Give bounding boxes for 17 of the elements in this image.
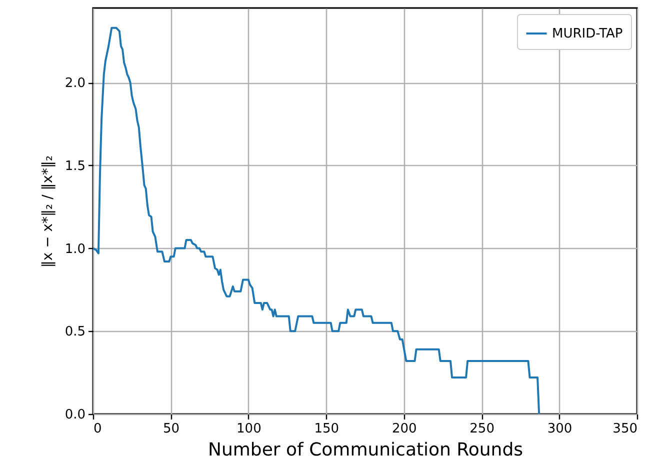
x-tick-label: 300	[547, 422, 572, 436]
x-tick-label: 250	[470, 422, 494, 436]
y-axis-title: ‖x − x*‖₂ / ‖x*‖₂	[40, 155, 56, 268]
y-tick-label: 0.5	[64, 324, 86, 340]
y-tick-label: 1.5	[64, 158, 86, 174]
y-tick-label: 0.0	[64, 408, 86, 422]
x-tick-label: 150	[314, 422, 340, 436]
x-tick-label: 350	[612, 422, 638, 436]
x-tick-label: 50	[162, 422, 180, 436]
y-tick-label: 1.0	[64, 242, 86, 257]
x-axis-title: Number of Communication Rounds	[208, 440, 524, 460]
x-tick-label: 200	[392, 422, 417, 436]
y-tick-label: 2.0	[64, 76, 86, 92]
legend-label: MURID-TAP	[552, 26, 623, 42]
x-tick-label: 0	[94, 422, 102, 436]
x-tick-label: 100	[236, 422, 262, 436]
line-series	[93, 26, 540, 414]
